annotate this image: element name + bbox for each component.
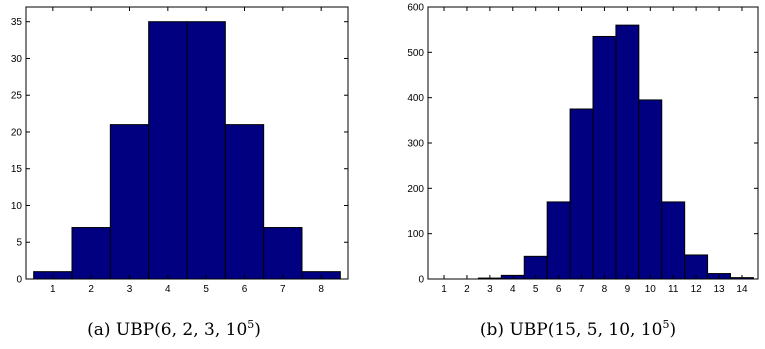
x-tick-label-a: 5 — [203, 284, 209, 295]
x-tick-label-b: 5 — [533, 284, 539, 295]
y-tick-label-b: 100 — [407, 229, 424, 240]
y-tick-label-a: 30 — [11, 54, 23, 65]
x-tick-label-a: 4 — [165, 284, 171, 295]
x-tick-label-b: 3 — [487, 284, 493, 295]
caption-a-close: ) — [254, 320, 261, 340]
x-tick-label-a: 6 — [242, 284, 248, 295]
x-tick-label-a: 1 — [50, 284, 56, 295]
bar-b-11 — [661, 201, 686, 280]
x-tick-label-b: 8 — [602, 284, 608, 295]
caption-b-text: (b) UBP(15, 5, 10, 10 — [480, 320, 663, 340]
bar-a-4 — [148, 21, 188, 280]
bar-b-9 — [615, 24, 640, 280]
bar-b-7 — [569, 108, 594, 280]
y-tick-label-b: 300 — [407, 139, 424, 150]
x-tick-label-b: 9 — [625, 284, 631, 295]
bar-b-8 — [592, 35, 617, 280]
y-tick-label-b: 200 — [407, 184, 424, 195]
y-tick-label-b: 600 — [407, 3, 424, 14]
caption-a-text: (a) UBP(6, 2, 3, 10 — [87, 320, 247, 340]
x-tick-label-b: 2 — [464, 284, 470, 295]
x-tick-label-b: 10 — [645, 284, 657, 295]
y-tick-label-a: 35 — [11, 17, 23, 28]
x-tick-label-b: 7 — [579, 284, 585, 295]
bar-b-6 — [546, 201, 571, 280]
y-tick-label-a: 25 — [11, 91, 23, 102]
caption-a-exponent: 5 — [247, 318, 254, 331]
x-tick-label-a: 3 — [127, 284, 133, 295]
bar-a-5 — [186, 21, 226, 280]
bar-b-10 — [638, 99, 663, 280]
bar-a-3 — [109, 124, 150, 280]
y-tick-label-a: 20 — [11, 127, 23, 138]
caption-b-close: ) — [669, 320, 676, 340]
bar-a-2 — [71, 227, 111, 280]
y-tick-label-a: 0 — [16, 275, 22, 286]
x-tick-label-b: 4 — [510, 284, 516, 295]
chart-panel-a: 0 5 10 15 20 25 30 35 1 2 3 4 5 6 7 8 — [11, 6, 349, 295]
y-tick-label-b: 0 — [418, 275, 424, 286]
x-tick-label-a: 8 — [318, 284, 324, 295]
y-tick-label-b: 500 — [407, 48, 424, 59]
x-tick-label-b: 11 — [668, 284, 679, 295]
y-tick-label-a: 10 — [11, 201, 23, 212]
x-tick-label-a: 7 — [280, 284, 286, 295]
bar-a-6 — [224, 124, 265, 280]
x-tick-label-b: 6 — [556, 284, 562, 295]
caption-b-exponent: 5 — [662, 318, 669, 331]
bar-a-7 — [263, 227, 303, 280]
x-tick-label-b: 12 — [691, 284, 703, 295]
caption-b: (b) UBP(15, 5, 10, 105) — [480, 318, 676, 340]
y-tick-label-b: 400 — [407, 93, 424, 104]
x-tick-label-a: 2 — [88, 284, 94, 295]
caption-a: (a) UBP(6, 2, 3, 105) — [87, 318, 261, 340]
x-tick-label-b: 1 — [441, 284, 447, 295]
axes-frame-a — [25, 6, 349, 280]
y-tick-label-a: 5 — [16, 238, 22, 249]
x-tick-label-b: 13 — [713, 284, 725, 295]
y-tick-label-a: 15 — [11, 164, 23, 175]
x-tick-label-b: 14 — [736, 284, 748, 295]
